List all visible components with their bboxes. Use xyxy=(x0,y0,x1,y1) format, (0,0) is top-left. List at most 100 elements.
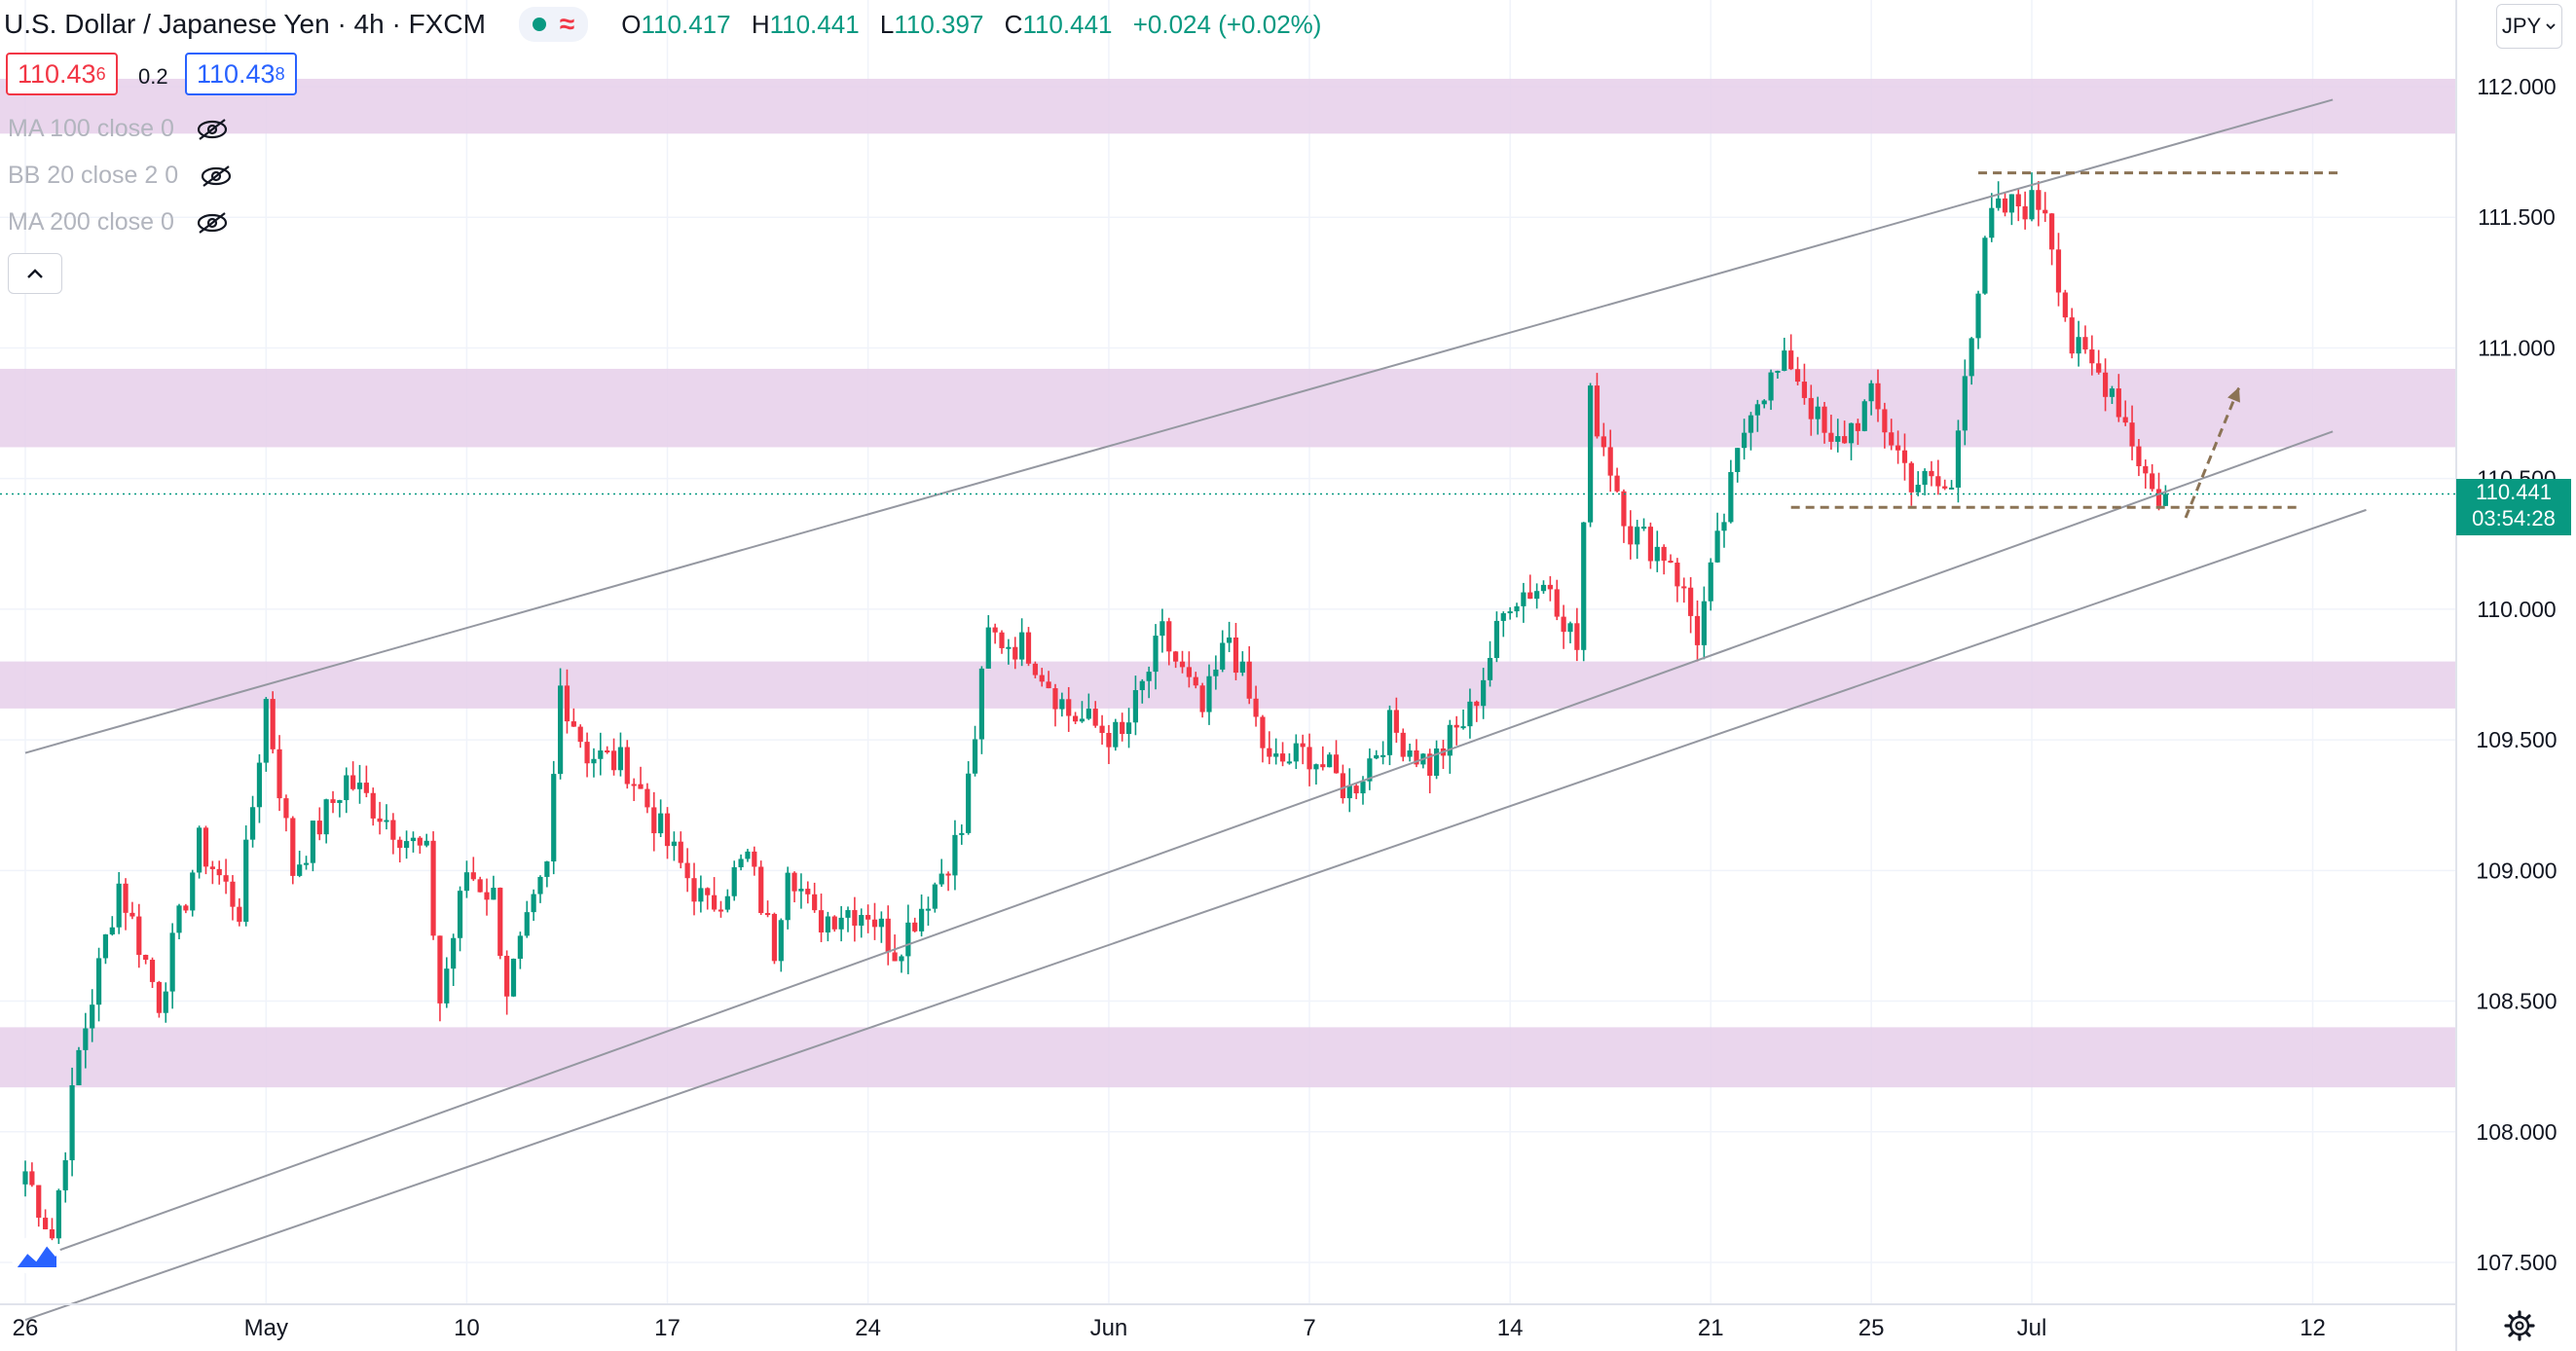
eye-off-icon[interactable] xyxy=(200,164,233,188)
supply-demand-zones xyxy=(0,78,2456,1088)
candle-body xyxy=(1955,430,1962,488)
eye-off-icon[interactable] xyxy=(196,118,229,141)
candle-body xyxy=(678,841,683,863)
candle-body xyxy=(805,889,811,895)
candle-body xyxy=(972,739,978,774)
candle-body xyxy=(1848,422,1855,444)
candle-body xyxy=(2089,349,2095,364)
candle-body xyxy=(885,918,891,953)
settings-gear-icon[interactable] xyxy=(2504,1310,2535,1341)
candle-body xyxy=(363,783,369,793)
candle-body xyxy=(1481,679,1487,707)
candle-body xyxy=(865,915,871,920)
candle-body xyxy=(644,788,650,808)
candle-body xyxy=(1153,636,1159,673)
projection-arrow xyxy=(2184,386,2241,519)
candle-body xyxy=(2042,209,2048,214)
candle-body xyxy=(651,807,657,834)
candle-body xyxy=(2102,372,2109,397)
trendlines xyxy=(0,98,2456,1322)
candle-body xyxy=(1374,755,1380,759)
candle-body xyxy=(123,883,129,913)
candle-body xyxy=(1340,773,1345,799)
candle-body xyxy=(1969,338,1974,377)
candle-body xyxy=(1889,432,1895,446)
candle-body xyxy=(1948,487,1955,490)
candle-body xyxy=(1333,754,1340,774)
zone-band xyxy=(0,78,2456,134)
market-status[interactable]: ≈ xyxy=(518,7,589,42)
symbol-title[interactable]: U.S. Dollar / Japanese Yen · 4h · FXCM xyxy=(4,9,486,39)
candle-body xyxy=(62,1160,68,1190)
candle-body xyxy=(1279,753,1286,762)
candle-body xyxy=(356,783,363,789)
candle-body xyxy=(838,917,844,930)
sell-price-button[interactable]: 110.43 6 xyxy=(6,53,118,95)
candle-body xyxy=(1601,436,1606,448)
indicator-bb20[interactable]: BB 20 close 2 0 xyxy=(8,162,233,190)
candle-body xyxy=(109,927,115,935)
candle-body xyxy=(2082,337,2088,350)
candle-body xyxy=(845,910,851,918)
collapse-legend-button[interactable] xyxy=(8,253,62,294)
indicator-ma100[interactable]: MA 100 close 0 xyxy=(8,115,229,143)
candle-body xyxy=(1875,383,1881,410)
candle-body xyxy=(149,960,156,982)
price-tick-label: 111.000 xyxy=(2478,335,2556,360)
time-tick-label: 7 xyxy=(1303,1315,1315,1341)
candle-body xyxy=(1708,562,1713,602)
candle-body xyxy=(417,837,423,846)
candle-body xyxy=(551,774,557,862)
buy-price-button[interactable]: 110.43 8 xyxy=(185,53,297,95)
candle-body xyxy=(1640,527,1647,529)
candle-body xyxy=(558,685,564,775)
candle-body xyxy=(1521,592,1527,606)
candle-body xyxy=(752,851,757,867)
tradingview-logo-icon[interactable] xyxy=(10,1234,62,1277)
candle-body xyxy=(1915,485,1921,493)
indicator-ma200[interactable]: MA 200 close 0 xyxy=(8,208,229,237)
candle-body xyxy=(1668,561,1674,564)
price-tick-label: 108.000 xyxy=(2476,1119,2557,1145)
candle-body xyxy=(2055,249,2062,293)
candle-body xyxy=(584,742,590,764)
candle-body xyxy=(1092,709,1098,726)
candle-body xyxy=(1587,385,1594,523)
currency-selector[interactable]: JPY xyxy=(2496,4,2562,49)
candle-body xyxy=(1935,476,1941,487)
candle-body xyxy=(1714,530,1720,563)
candle-body xyxy=(992,627,998,633)
time-tick-label: 10 xyxy=(454,1315,480,1341)
candle-body xyxy=(497,888,503,956)
candle-body xyxy=(2109,388,2116,397)
candle-body xyxy=(812,894,818,911)
candle-body xyxy=(143,955,149,961)
candle-body xyxy=(36,1185,42,1219)
candle-body xyxy=(1775,370,1781,373)
candle-body xyxy=(169,932,175,992)
eye-off-icon[interactable] xyxy=(196,211,229,235)
trendline xyxy=(24,430,2334,1263)
candle-body xyxy=(524,912,530,936)
candle-body xyxy=(871,919,878,928)
candle-body xyxy=(510,958,517,997)
candle-body xyxy=(90,1004,95,1029)
candle-body xyxy=(892,952,898,962)
candle-body xyxy=(95,958,102,1005)
candle-body xyxy=(1701,601,1707,645)
trendline xyxy=(24,98,2334,754)
candle-body xyxy=(1493,620,1499,658)
candle-body xyxy=(624,747,630,785)
candle-body xyxy=(323,799,329,835)
candle-body xyxy=(1239,661,1245,674)
candle-body xyxy=(276,749,282,799)
time-tick-label: 14 xyxy=(1497,1315,1524,1341)
candle-body xyxy=(116,883,122,928)
candle-body xyxy=(738,858,744,868)
price-tick-label: 112.000 xyxy=(2477,74,2556,99)
candle-body xyxy=(1286,761,1293,764)
candle-body xyxy=(570,721,576,727)
candle-body xyxy=(1808,397,1814,420)
